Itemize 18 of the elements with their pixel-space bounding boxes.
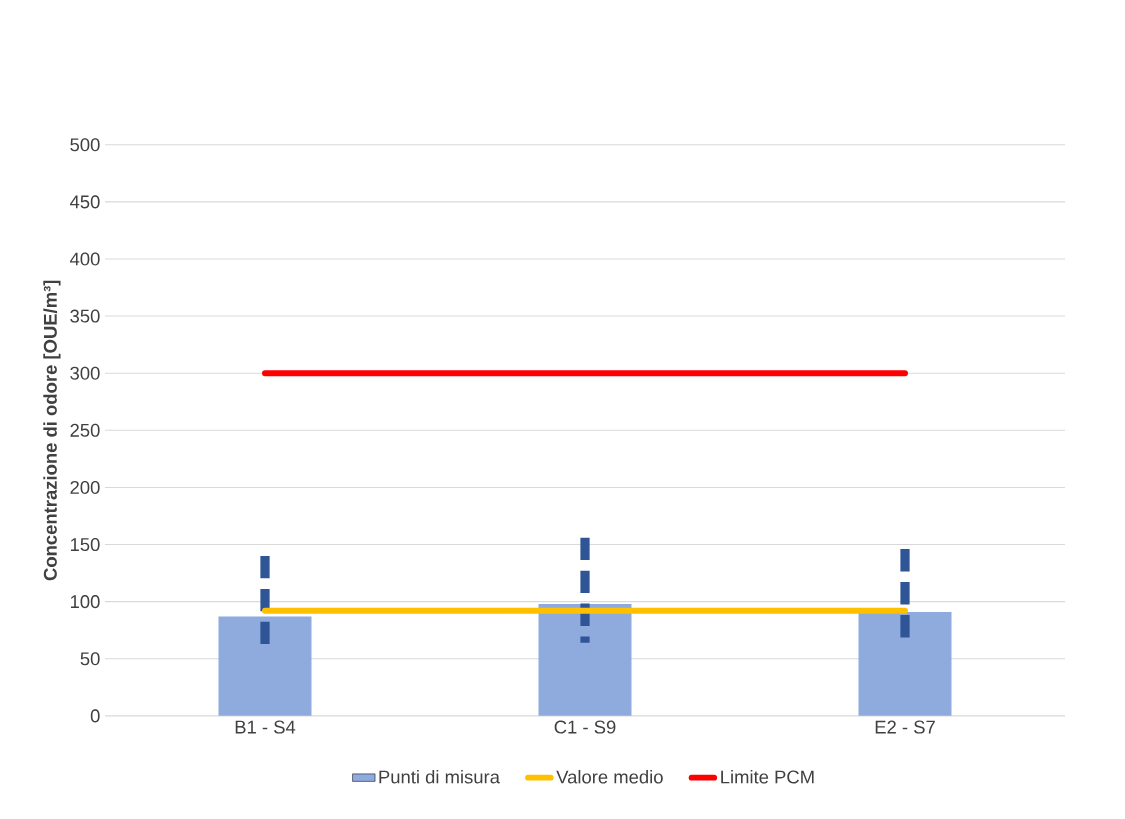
x-tick-label: C1 - S9 xyxy=(554,720,616,734)
y-axis-title: Concentrazione di odore [OUE/m³] xyxy=(43,280,61,581)
x-tick-label: B1 - S4 xyxy=(235,720,296,734)
x-tick-label: E2 - S7 xyxy=(875,720,935,734)
y-tick-label: 500 xyxy=(70,138,100,152)
y-tick-label: 300 xyxy=(70,366,100,380)
y-tick-label: 150 xyxy=(70,537,100,552)
y-tick-label: 450 xyxy=(69,195,100,209)
y-tick-label: 400 xyxy=(69,252,100,266)
y-tick-label: 200 xyxy=(70,480,100,494)
legend-label: Limite PCM xyxy=(721,769,814,784)
legend-label: Valore medio xyxy=(556,769,663,784)
y-tick-label: 350 xyxy=(70,309,100,323)
y-tick-label: 50 xyxy=(80,652,100,666)
legend-label: Punti di misura xyxy=(379,769,500,784)
y-tick-label: 250 xyxy=(70,423,100,437)
y-tick-label: 0 xyxy=(90,709,100,723)
y-tick-label: 100 xyxy=(70,595,100,609)
